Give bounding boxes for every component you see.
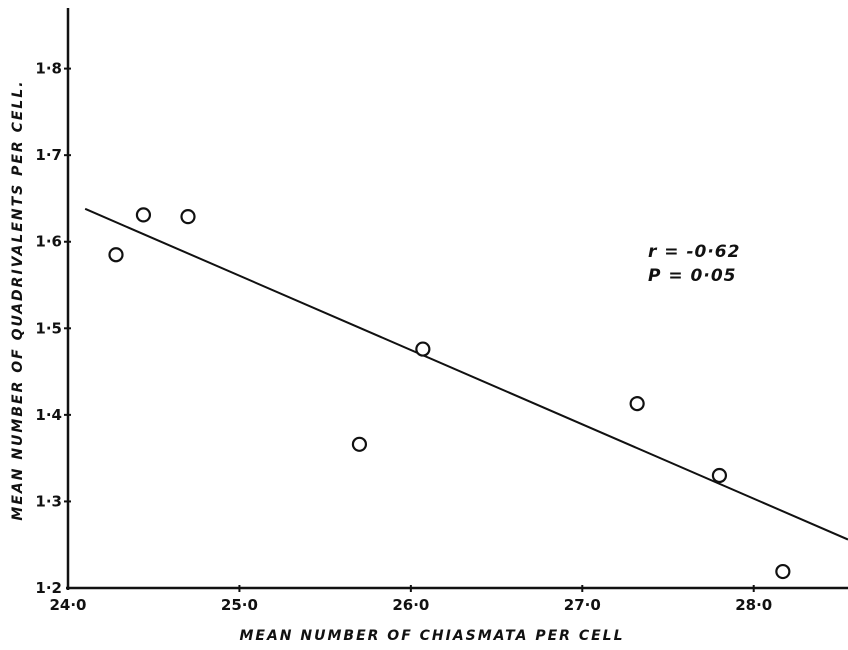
annotation-p: P = 0·05 xyxy=(648,266,736,286)
x-axis-ticks: 24·0 25·0 26·0 27·0 28·0 xyxy=(49,585,772,614)
regression-line xyxy=(84,207,848,541)
x-tick-label: 28·0 xyxy=(735,596,772,614)
y-tick-label: 1·3 xyxy=(35,492,62,510)
y-tick-label: 1·2 xyxy=(35,579,62,597)
data-point xyxy=(415,341,431,357)
y-tick-label: 1·5 xyxy=(35,319,62,337)
data-point xyxy=(351,436,368,452)
x-tick-label: 25·0 xyxy=(221,596,258,614)
x-axis-title: MEAN NUMBER OF CHIASMATA PER CELL xyxy=(239,628,624,644)
data-point xyxy=(180,209,196,225)
data-point xyxy=(629,396,645,412)
y-tick-label: 1·6 xyxy=(35,233,62,251)
x-tick-label: 24·0 xyxy=(49,596,86,614)
data-point xyxy=(711,467,728,484)
y-axis-title: MEAN NUMBER OF QUADRIVALENTS PER CELL. xyxy=(10,79,26,520)
data-point xyxy=(775,563,791,580)
data-point xyxy=(108,247,124,263)
axes xyxy=(66,8,848,590)
regression-line-group xyxy=(84,207,848,541)
data-point xyxy=(135,207,152,223)
y-tick-label: 1·8 xyxy=(35,60,62,78)
data-points xyxy=(108,207,791,580)
y-axis-ticks: 1·2 1·3 1·4 1·5 1·6 1·7 1·8 xyxy=(35,60,71,597)
x-tick-label: 26·0 xyxy=(392,596,429,614)
y-tick-label: 1·4 xyxy=(35,406,62,424)
annotation-r: r = -0·62 xyxy=(648,242,740,262)
x-tick-label: 27·0 xyxy=(564,596,601,614)
y-tick-label: 1·7 xyxy=(35,146,62,164)
